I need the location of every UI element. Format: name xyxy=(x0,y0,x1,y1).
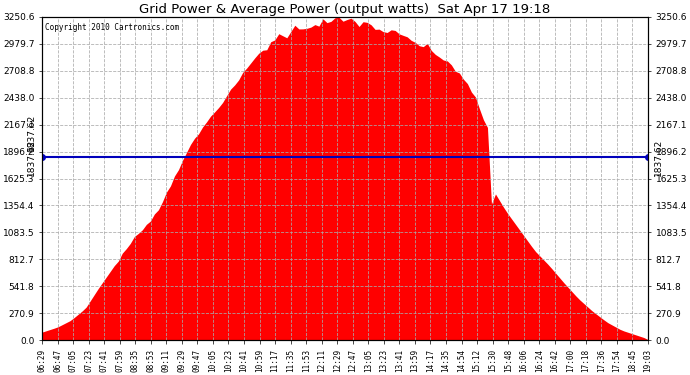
Text: 1837.62: 1837.62 xyxy=(654,139,663,176)
Title: Grid Power & Average Power (output watts)  Sat Apr 17 19:18: Grid Power & Average Power (output watts… xyxy=(139,3,551,16)
Text: 1837.62: 1837.62 xyxy=(27,114,36,152)
Text: Copyright 2010 Cartronics.com: Copyright 2010 Cartronics.com xyxy=(45,23,179,32)
Text: 1837.62: 1837.62 xyxy=(27,139,36,176)
